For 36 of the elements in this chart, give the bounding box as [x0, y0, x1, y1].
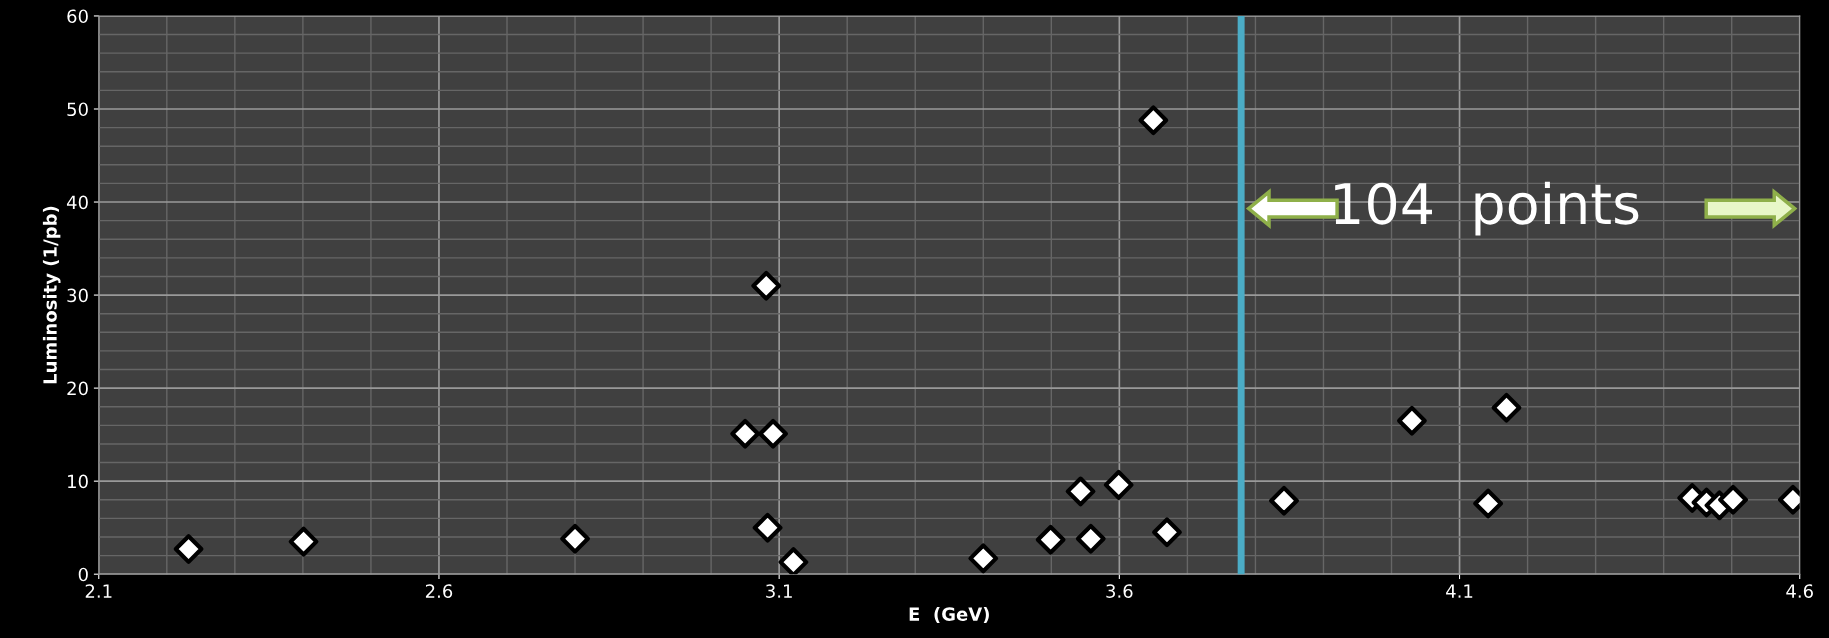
- y-tick-label: 50: [67, 102, 88, 117]
- x-tick-label: 4.6: [1786, 584, 1813, 598]
- point: [1473, 488, 1504, 519]
- annotation: 104 points: [1335, 181, 1639, 236]
- point: [1035, 524, 1066, 555]
- x-tick-label: 3.1: [766, 584, 792, 598]
- point: [1103, 469, 1134, 500]
- point: [560, 523, 590, 554]
- point: [173, 534, 204, 564]
- x-tick-label: 2.1: [85, 584, 112, 598]
- point: [1152, 517, 1182, 548]
- y-tick-label: 0: [78, 567, 88, 582]
- point: [968, 543, 999, 574]
- y-tick-label: 30: [67, 288, 88, 303]
- point: [1269, 485, 1299, 516]
- point: [1718, 484, 1748, 515]
- y-tick-label: 40: [66, 195, 88, 210]
- point: [1065, 476, 1096, 507]
- point: [752, 512, 783, 543]
- point: [758, 418, 788, 449]
- y-tick-label: 20: [67, 381, 88, 396]
- x-tick-label: 3.6: [1106, 584, 1133, 598]
- y-axis-title: Luminosity (1/pb): [42, 206, 61, 384]
- point: [778, 547, 809, 575]
- x-tick-label: 2.6: [425, 584, 453, 598]
- x-axis-title: E (GeV): [909, 606, 989, 624]
- point: [288, 526, 319, 557]
- point: [1138, 105, 1169, 136]
- x-tick-label: 4.1: [1446, 584, 1473, 598]
- y-tick-label: 10: [68, 474, 88, 489]
- point: [751, 270, 782, 301]
- point: [1491, 392, 1522, 423]
- point: [730, 418, 761, 449]
- point: [1397, 405, 1427, 436]
- y-tick-label: 60: [67, 9, 88, 24]
- point: [1075, 523, 1106, 554]
